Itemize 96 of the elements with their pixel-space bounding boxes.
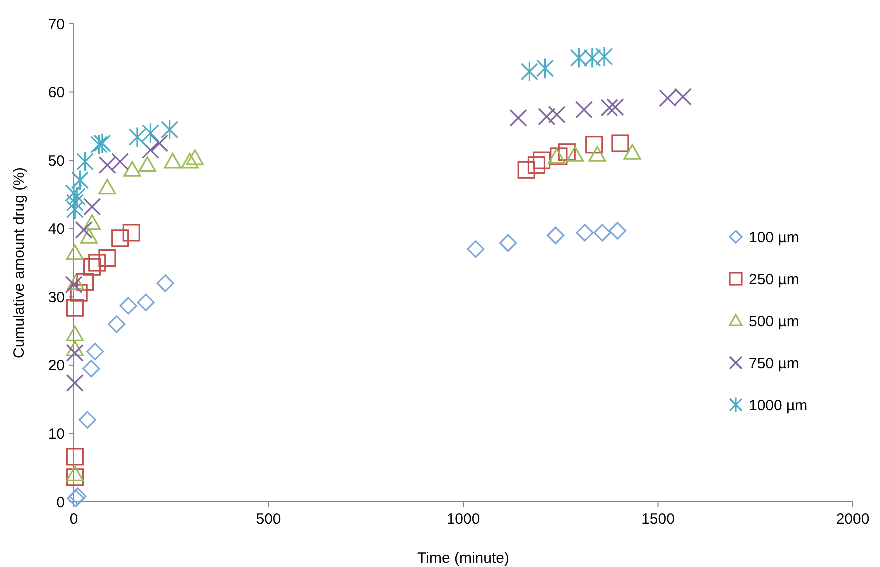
point bbox=[576, 224, 594, 242]
y-tick-label: 50 bbox=[48, 152, 65, 170]
y-tick-label: 20 bbox=[48, 358, 65, 375]
point bbox=[84, 258, 102, 276]
legend-label: 250 µm bbox=[749, 271, 800, 288]
point bbox=[164, 153, 182, 169]
point bbox=[86, 342, 104, 361]
point bbox=[66, 326, 84, 342]
point bbox=[112, 230, 130, 248]
point bbox=[112, 153, 130, 171]
y-tick-label: 10 bbox=[48, 426, 65, 443]
point bbox=[66, 468, 84, 486]
point bbox=[548, 106, 566, 124]
point bbox=[66, 340, 84, 357]
point bbox=[124, 161, 142, 177]
point bbox=[66, 244, 84, 260]
point bbox=[547, 226, 565, 244]
y-tick-label: 30 bbox=[48, 289, 65, 306]
point bbox=[66, 466, 84, 482]
point bbox=[600, 99, 618, 117]
legend-label: 1000 µm bbox=[749, 397, 808, 414]
point bbox=[608, 222, 627, 240]
point bbox=[161, 119, 179, 140]
point bbox=[66, 299, 84, 317]
point bbox=[156, 274, 174, 292]
point bbox=[94, 133, 112, 154]
point bbox=[137, 294, 155, 312]
legend-label: 500 µm bbox=[749, 313, 800, 330]
point bbox=[499, 234, 518, 252]
point bbox=[98, 156, 116, 174]
point bbox=[67, 274, 85, 290]
point bbox=[186, 150, 204, 166]
legend-label: 100 µm bbox=[749, 229, 800, 246]
x-axis-title: Time (minute) bbox=[418, 550, 510, 567]
x-tick-label: 1500 bbox=[642, 511, 675, 528]
point bbox=[66, 448, 84, 466]
point bbox=[65, 276, 83, 294]
point bbox=[467, 240, 485, 258]
point bbox=[120, 297, 138, 315]
y-tick-label: 40 bbox=[48, 221, 65, 238]
point bbox=[588, 146, 606, 162]
point bbox=[98, 179, 116, 195]
point bbox=[122, 224, 140, 242]
point bbox=[65, 182, 83, 204]
point bbox=[536, 58, 554, 79]
point bbox=[575, 101, 594, 119]
y-tick-label: 0 bbox=[56, 494, 65, 512]
point bbox=[80, 228, 98, 244]
point bbox=[82, 360, 100, 378]
point bbox=[150, 134, 168, 152]
x-tick-label: 0 bbox=[70, 511, 78, 528]
point bbox=[612, 134, 630, 152]
point bbox=[138, 156, 156, 172]
y-tick-label: 60 bbox=[48, 84, 65, 102]
point bbox=[558, 144, 576, 162]
point bbox=[75, 221, 93, 240]
point bbox=[520, 61, 539, 82]
point bbox=[570, 48, 588, 69]
x-tick-label: 2000 bbox=[836, 511, 870, 528]
point bbox=[596, 46, 614, 68]
point bbox=[76, 273, 94, 291]
legend-label: 750 µm bbox=[749, 355, 800, 372]
point bbox=[142, 142, 160, 160]
point bbox=[181, 153, 199, 169]
point bbox=[66, 374, 84, 392]
x-tick-label: 500 bbox=[256, 511, 282, 528]
point bbox=[76, 152, 94, 172]
point bbox=[71, 170, 90, 191]
point bbox=[98, 249, 116, 268]
point bbox=[518, 161, 536, 179]
point bbox=[128, 126, 146, 148]
point bbox=[594, 224, 612, 242]
point bbox=[566, 146, 584, 162]
point bbox=[532, 152, 551, 170]
point bbox=[88, 254, 106, 272]
point bbox=[142, 122, 160, 144]
point bbox=[90, 134, 108, 156]
point bbox=[528, 156, 546, 174]
point bbox=[78, 411, 96, 429]
point bbox=[66, 344, 84, 362]
point bbox=[66, 199, 84, 220]
point bbox=[624, 144, 642, 160]
y-axis-title: Cumulative amount drug (%) bbox=[11, 168, 28, 358]
point bbox=[84, 214, 102, 230]
point bbox=[538, 108, 556, 126]
point bbox=[584, 48, 602, 69]
point bbox=[510, 109, 528, 128]
point bbox=[606, 98, 624, 116]
point bbox=[586, 136, 604, 154]
point bbox=[66, 192, 84, 214]
point bbox=[68, 186, 86, 208]
y-tick-label: 70 bbox=[48, 16, 65, 34]
x-tick-label: 1000 bbox=[446, 511, 480, 528]
point bbox=[70, 284, 88, 302]
point bbox=[108, 316, 126, 334]
point bbox=[84, 198, 102, 216]
